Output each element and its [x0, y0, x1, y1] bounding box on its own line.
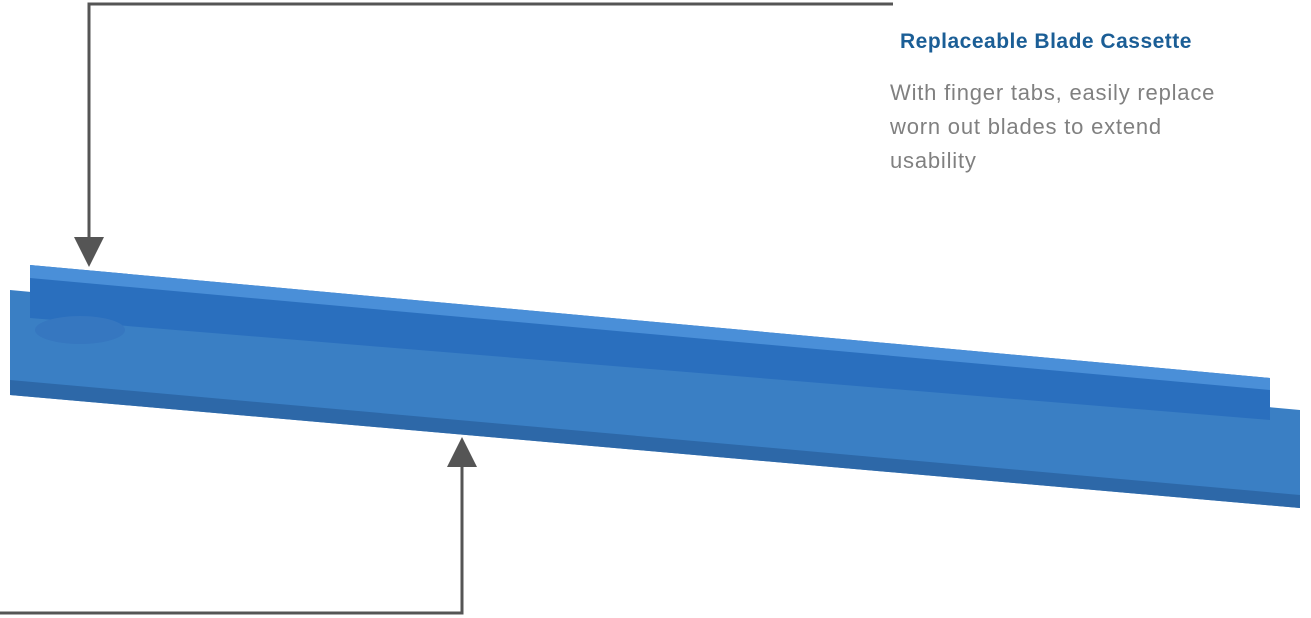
pointer-line: [0, 437, 477, 615]
callout-line: With finger tabs, easily replace: [890, 80, 1216, 105]
callout-text: With finger tabs, easily replace worn ou…: [890, 76, 1215, 178]
blade-body: [10, 290, 1300, 508]
finger-tab: [35, 316, 125, 344]
blade-top: [30, 265, 1270, 390]
callout-title: Replaceable Blade Cassette: [900, 30, 1192, 53]
pointer-line: [74, 2, 893, 267]
blade-edge: [10, 380, 1300, 508]
callout-line: usability: [890, 148, 977, 173]
callout-line: worn out blades to extend: [890, 114, 1162, 139]
